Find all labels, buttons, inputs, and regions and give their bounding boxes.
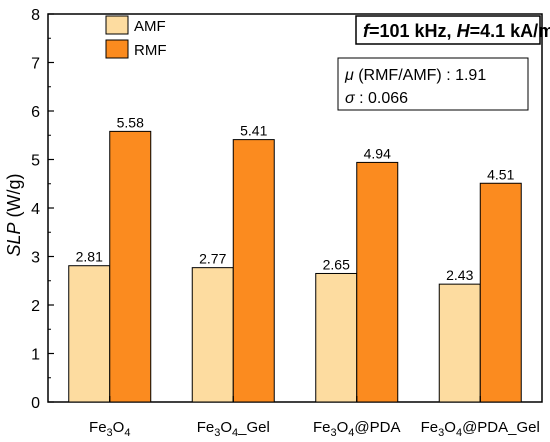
- y-tick-label: 5: [31, 153, 40, 170]
- bar-value-label: 5.58: [117, 114, 144, 130]
- x-axis-categories: Fe3O4 Fe3O4_Gel Fe3O4@PDA Fe3O4@PDA_Gel: [89, 396, 540, 439]
- y-tick-label: 4: [31, 201, 40, 218]
- category-label: Fe3O4@PDA_Gel: [421, 419, 540, 439]
- category-label: Fe3O4: [89, 419, 130, 439]
- bar-amf: [68, 265, 111, 403]
- bar-value-label: 4.51: [487, 166, 514, 182]
- legend: AMF RMF: [105, 15, 167, 59]
- bar-value-label: 2.77: [199, 251, 226, 267]
- y-tick-label: 8: [31, 7, 40, 24]
- legend-label-amf: AMF: [134, 18, 166, 35]
- bar-amf: [191, 267, 234, 403]
- y-tick-label: 7: [31, 56, 40, 73]
- y-tick-label: 6: [31, 104, 40, 121]
- bar-rmf: [356, 161, 399, 403]
- bar-value-label: 4.94: [364, 145, 391, 161]
- bar-value-label: 2.65: [323, 256, 350, 272]
- bar-value-label: 2.81: [76, 249, 103, 265]
- bar-value-label: 2.43: [446, 267, 473, 283]
- legend-swatch-amf: [105, 15, 129, 35]
- y-tick-label: 0: [31, 395, 40, 412]
- y-tick-label: 1: [31, 347, 40, 364]
- stats-box: [337, 57, 529, 111]
- bar-value-label: 5.41: [240, 123, 267, 139]
- y-tick-label: 2: [31, 298, 40, 315]
- bar-rmf: [479, 182, 522, 403]
- condition-box: [355, 15, 541, 45]
- y-axis: 0 1 2 3 4 5 6 7 8: [31, 7, 54, 412]
- category-label: Fe3O4_Gel: [197, 419, 270, 439]
- y-axis-title: SLP (W/g): [4, 173, 24, 256]
- legend-label-rmf: RMF: [134, 42, 167, 59]
- bar-rmf: [109, 130, 152, 403]
- bar-amf: [315, 272, 358, 403]
- bar-amf: [438, 283, 481, 403]
- legend-swatch-rmf: [105, 39, 129, 59]
- condition-text: f=101 kHz, H=4.1 kA/m: [363, 21, 550, 41]
- category-label: Fe3O4@PDA: [313, 419, 401, 439]
- stats-mu-text: μ (RMF/AMF) : 1.91: [344, 67, 486, 84]
- y-tick-label: 3: [31, 250, 40, 267]
- bars-group: 2.81 5.58 2.77 5.41 2.65 4.94 2.43 4.51: [68, 114, 522, 403]
- bar-rmf: [232, 139, 275, 403]
- stats-sigma-text: σ : 0.066: [345, 90, 408, 107]
